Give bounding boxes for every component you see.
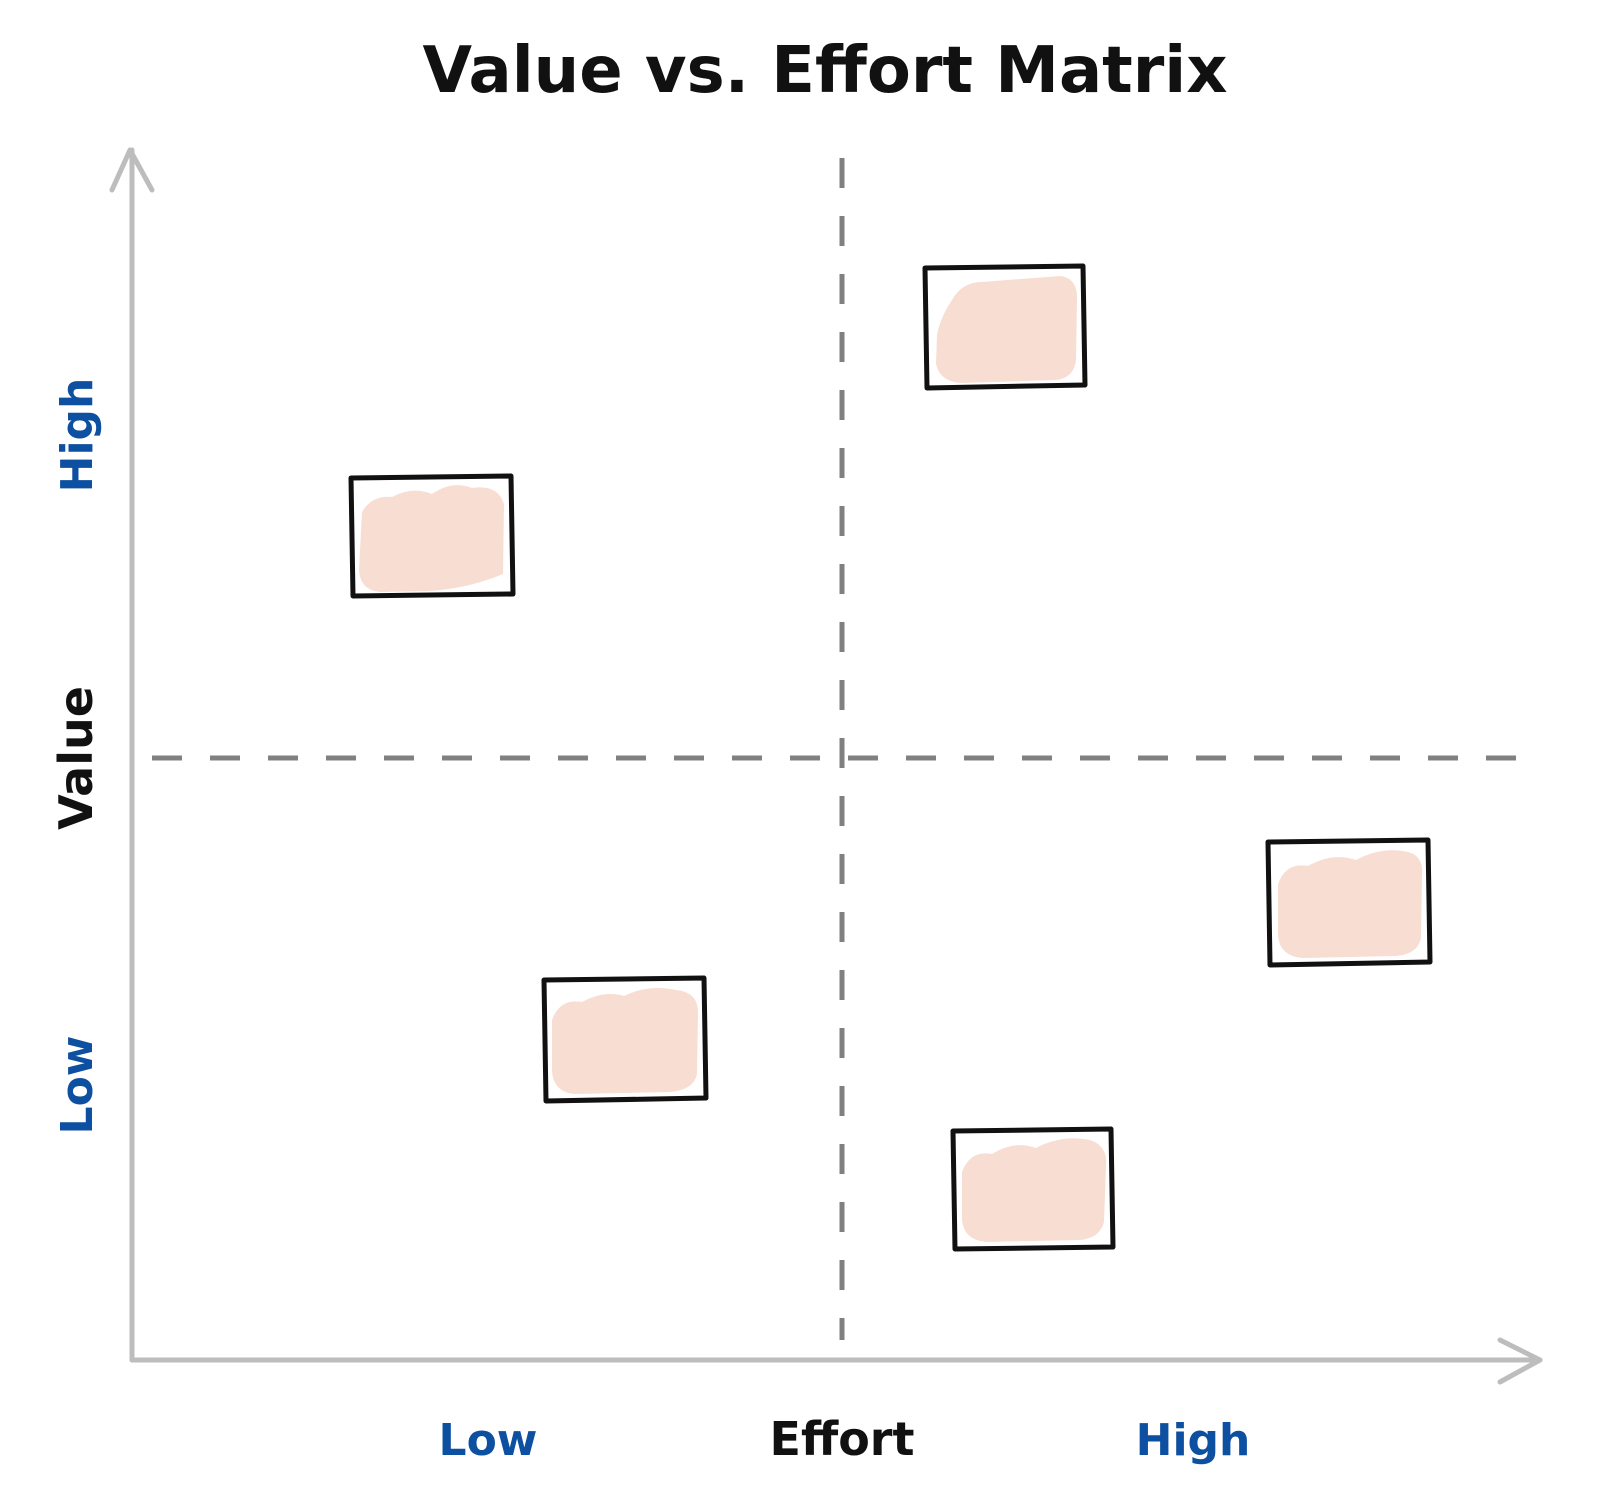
card-1[interactable] [348,473,516,599]
y-axis-high-label: High [52,378,103,493]
y-axis-title: Value [49,686,103,830]
card-5[interactable] [1265,837,1433,968]
card-fill [552,988,698,1094]
x-axis-arrowhead [1497,1337,1543,1385]
y-axis-low-label: Low [52,1036,103,1135]
y-axis-arrowhead [109,147,155,193]
card-fill [359,485,504,592]
x-axis-title: Effort [770,1412,915,1466]
quadrant-dividers [152,158,1540,1340]
card-3[interactable] [541,975,709,1104]
matrix-title: Value vs. Effort Matrix [422,34,1227,108]
x-axis-high-label: High [1136,1415,1251,1466]
card-fill [962,1138,1107,1242]
card-4[interactable] [950,1126,1116,1252]
card-2[interactable] [922,263,1088,391]
axes [109,147,1543,1385]
card-fill [936,276,1078,383]
card-fill [1278,850,1423,958]
x-axis-low-label: Low [439,1415,538,1466]
